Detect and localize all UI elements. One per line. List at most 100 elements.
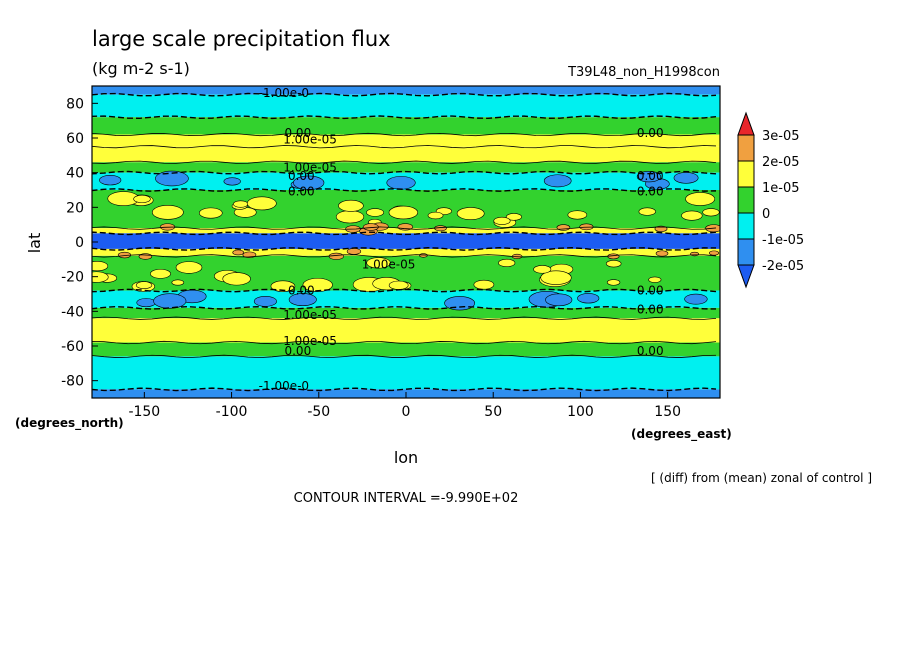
contour-interval: CONTOUR INTERVAL =-9.990E+02 bbox=[294, 491, 519, 506]
colorbar-top-arrow bbox=[737, 111, 755, 136]
y-axis-units: (degrees_north) bbox=[15, 416, 124, 431]
cell-94 bbox=[153, 293, 187, 309]
zonal-band-0 bbox=[92, 86, 720, 95]
x-axis-label: lon bbox=[394, 448, 418, 467]
cell-47 bbox=[540, 270, 572, 285]
cell-35 bbox=[175, 261, 203, 274]
run-label: T39L48_non_H1998con bbox=[567, 65, 720, 80]
contour-line-8 bbox=[92, 226, 717, 230]
zonal-band-10 bbox=[92, 248, 720, 256]
cell-16 bbox=[456, 207, 485, 220]
cell-15 bbox=[638, 207, 656, 216]
colorbar-swatch-1 bbox=[737, 134, 755, 162]
diff-note: [ (diff) from (mean) zonal of control ] bbox=[651, 471, 872, 485]
y-axis: 80 60 40 20 0 -20 -40 -60 -80 bbox=[61, 96, 98, 390]
zonal-bands bbox=[92, 86, 720, 398]
contour-line-6 bbox=[92, 170, 717, 175]
colorbar-label-3: 0 bbox=[762, 207, 770, 222]
zonal-band-13 bbox=[92, 307, 720, 319]
cell-22 bbox=[366, 208, 384, 217]
contour-line-16 bbox=[92, 354, 717, 358]
colorbar-swatch-5 bbox=[737, 238, 755, 266]
cell-10 bbox=[505, 213, 522, 221]
cell-48 bbox=[533, 265, 552, 274]
zonal-band-2 bbox=[92, 117, 720, 135]
zonal-band-15 bbox=[92, 342, 720, 357]
cell-24 bbox=[246, 196, 277, 211]
zonal-band-5 bbox=[92, 162, 720, 173]
contour-line-12 bbox=[92, 288, 717, 293]
contour-label-17: -1.00e-0 bbox=[259, 379, 309, 393]
y-tick-label-0: 80 bbox=[66, 96, 84, 112]
cell-79 bbox=[223, 177, 241, 186]
colorbar-label-4: -1e-05 bbox=[762, 233, 804, 248]
contour-label-5: 0.00 bbox=[288, 169, 315, 183]
cell-44 bbox=[473, 279, 495, 290]
cell-88 bbox=[253, 295, 277, 307]
colorbar-legend: 3e-05 2e-05 1e-05 0 -1e-05 -2e-05 bbox=[737, 111, 804, 289]
contour-label-12: 1.00e-05 bbox=[283, 308, 337, 322]
cells-overlay bbox=[92, 170, 720, 311]
contour-line-11 bbox=[92, 254, 717, 258]
cell-3 bbox=[335, 210, 365, 224]
contour-line-4 bbox=[92, 145, 717, 149]
colorbar-label-1: 2e-05 bbox=[762, 155, 800, 170]
cell-21 bbox=[388, 205, 419, 220]
colorbar-bottom-arrow bbox=[737, 264, 755, 289]
cell-8 bbox=[151, 205, 184, 220]
zonal-band-1 bbox=[92, 94, 720, 118]
y-tick-label-5: -20 bbox=[61, 270, 84, 286]
cell-67 bbox=[418, 253, 428, 258]
colorbar-label-2: 1e-05 bbox=[762, 181, 800, 196]
colorbar-swatch-2 bbox=[737, 160, 755, 188]
cell-86 bbox=[136, 298, 156, 308]
cell-39 bbox=[605, 260, 622, 268]
x-tick-label-6: 150 bbox=[654, 404, 681, 420]
contour-label-7: 0.00 bbox=[288, 185, 315, 199]
contour-line-5 bbox=[92, 160, 717, 164]
contour-label-14: 1.00e-05 bbox=[283, 334, 337, 348]
contour-lines bbox=[92, 92, 717, 392]
cell-14 bbox=[133, 194, 151, 204]
zonal-band-4 bbox=[92, 146, 720, 163]
cell-85 bbox=[673, 172, 699, 184]
contour-label-13: 0.00 bbox=[637, 303, 664, 317]
cell-20 bbox=[681, 210, 703, 221]
cell-68 bbox=[690, 251, 700, 257]
cell-43 bbox=[171, 279, 185, 286]
cell-11 bbox=[702, 208, 720, 217]
cell-81 bbox=[99, 174, 122, 186]
contour-label-11: 0.00 bbox=[637, 284, 664, 298]
contour-label-2: 1.00e-05 bbox=[283, 133, 337, 147]
zonal-band-16 bbox=[92, 356, 720, 390]
x-axis: -150 -100 -50 0 50 100 150 bbox=[128, 392, 681, 420]
y-tick-label-7: -60 bbox=[61, 339, 84, 355]
contour-label-8: 0.00 bbox=[637, 185, 664, 199]
cell-37 bbox=[606, 279, 621, 286]
cell-51 bbox=[270, 280, 296, 292]
y-tick-label-8: -80 bbox=[61, 374, 84, 390]
contour-line-17 bbox=[92, 387, 717, 392]
y-tick-label-1: 60 bbox=[66, 131, 84, 147]
contour-label-1: 0.00 bbox=[284, 126, 311, 140]
cell-45 bbox=[150, 268, 171, 279]
contour-line-14 bbox=[92, 316, 717, 320]
cell-65 bbox=[708, 250, 720, 256]
colorbar-label-0: 3e-05 bbox=[762, 129, 800, 144]
zonal-band-9 bbox=[92, 233, 720, 249]
contour-line-9 bbox=[92, 231, 717, 236]
cell-93 bbox=[288, 293, 317, 307]
contour-label-15: 0.00 bbox=[284, 344, 311, 358]
cell-12 bbox=[427, 211, 444, 220]
cell-32 bbox=[366, 257, 391, 269]
cell-80 bbox=[155, 170, 189, 187]
zonal-band-3 bbox=[92, 134, 720, 147]
contour-line-10 bbox=[92, 247, 717, 251]
cell-41 bbox=[388, 280, 409, 290]
contour-line-1 bbox=[92, 92, 717, 97]
cell-91 bbox=[444, 296, 476, 311]
colorbar-swatch-3 bbox=[737, 186, 755, 214]
cell-71 bbox=[655, 250, 669, 257]
cell-77 bbox=[543, 174, 572, 188]
